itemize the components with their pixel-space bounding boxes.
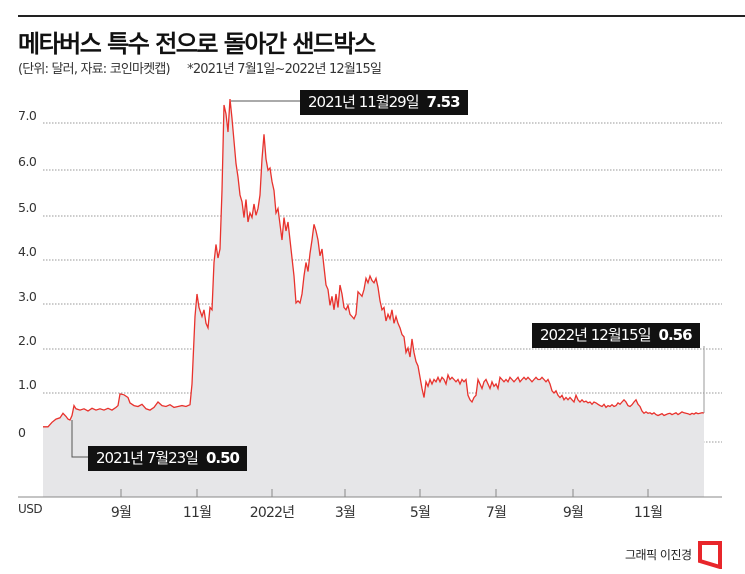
- x-tick-label: 5월: [409, 505, 431, 521]
- callout-low: 2021년 7월23일 0.50: [88, 446, 247, 471]
- publisher-logo-icon: [698, 541, 722, 569]
- x-tick-label: 7월: [485, 505, 507, 521]
- chart-title: 메타버스 특수 전으로 돌아간 샌드박스: [18, 30, 376, 58]
- x-tick-label: 2022년: [249, 505, 295, 521]
- callout-date: 2022년 12월15일: [540, 326, 652, 344]
- callout-value: 0.56: [658, 326, 693, 344]
- x-tick-label: 11월: [182, 505, 212, 521]
- top-rule: [18, 15, 745, 17]
- y-tick-label: 6.0: [18, 154, 37, 169]
- y-tick-label: 3.0: [18, 289, 37, 304]
- period-note: *2021년 7월1일~2022년 12월15일: [187, 62, 382, 77]
- x-axis-ticks: [120, 489, 649, 497]
- callout-peak: 2021년 11월29일 7.53: [300, 90, 468, 115]
- y-tick-label: 1.0: [18, 377, 37, 392]
- y-tick-label: 2.0: [18, 333, 37, 348]
- y-tick-label: 4.0: [18, 244, 37, 259]
- graphic-credit: 그래픽 이진경: [625, 548, 692, 562]
- unit-source-note: (단위: 달러, 자료: 코인마켓캡): [18, 62, 171, 77]
- y-tick-label: 7.0: [18, 108, 37, 123]
- callout-date: 2021년 11월29일: [308, 93, 420, 111]
- price-area: [43, 99, 704, 497]
- callout-last: 2022년 12월15일 0.56: [532, 323, 700, 348]
- y-unit-label: USD: [18, 502, 43, 516]
- x-tick-label: 9월: [562, 505, 584, 521]
- x-tick-label: 9월: [110, 505, 132, 521]
- callout-value: 7.53: [426, 93, 461, 111]
- chart-subtitle: (단위: 달러, 자료: 코인마켓캡) *2021년 7월1일~2022년 12…: [18, 58, 382, 77]
- y-tick-label: 0: [18, 425, 26, 440]
- callout-value: 0.50: [205, 449, 240, 467]
- price-line: [43, 99, 704, 428]
- y-tick-label: 5.0: [18, 200, 37, 215]
- x-tick-label: 11월: [633, 505, 663, 521]
- leader-low: [71, 420, 88, 458]
- x-tick-label: 3월: [334, 505, 356, 521]
- callout-date: 2021년 7월23일: [96, 449, 199, 467]
